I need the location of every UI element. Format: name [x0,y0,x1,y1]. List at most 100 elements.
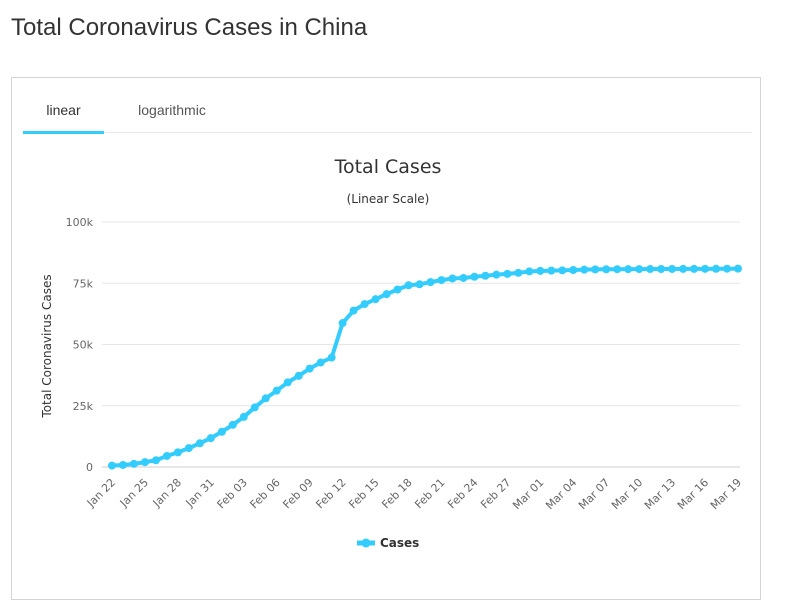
data-point[interactable] [525,267,534,276]
data-point[interactable] [382,290,391,299]
x-tick-label: Mar 10 [609,476,645,512]
data-point[interactable] [536,266,545,275]
y-tick-label: 25k [73,400,94,413]
data-point[interactable] [668,264,677,273]
data-point[interactable] [195,439,204,448]
data-point[interactable] [360,300,369,309]
data-point[interactable] [206,434,215,443]
data-point[interactable] [701,264,710,273]
data-point[interactable] [591,265,600,274]
data-point[interactable] [393,285,402,294]
chart-title: Total Cases [334,156,442,178]
data-point[interactable] [217,427,226,436]
data-point[interactable] [657,265,666,274]
x-tick-label: Feb 15 [346,476,381,511]
data-point[interactable] [712,264,721,273]
y-tick-label: 50k [73,339,94,352]
y-axis-title: Total Coronavirus Cases [40,274,54,418]
x-tick-label: Feb 12 [313,476,348,511]
x-tick-label: Jan 22 [84,476,118,510]
data-point[interactable] [470,272,479,281]
legend-label-cases: Cases [380,536,419,550]
data-point[interactable] [371,295,380,304]
data-point[interactable] [679,264,688,273]
x-tick-label: Mar 07 [576,476,612,512]
tab-linear-label: linear [46,102,81,118]
data-point[interactable] [338,319,347,328]
data-point[interactable] [503,269,512,278]
x-tick-label: Mar 01 [510,476,546,512]
data-point[interactable] [481,271,490,280]
scale-tabs: linear logarithmic [23,78,752,134]
tab-linear[interactable]: linear [23,78,104,134]
data-point[interactable] [492,270,501,279]
chart-subtitle: (Linear Scale) [347,192,430,206]
y-tick-label: 0 [86,461,93,474]
total-cases-chart: Total Cases (Linear Scale) Total Coronav… [40,156,744,550]
x-tick-label: Mar 19 [708,476,744,512]
x-tick-label: Feb 18 [379,476,414,511]
data-point[interactable] [173,448,182,457]
x-tick-label: Feb 24 [445,476,480,511]
data-point[interactable] [723,264,732,273]
data-point[interactable] [294,371,303,380]
data-point[interactable] [283,378,292,387]
x-tick-label: Mar 16 [675,476,711,512]
data-point[interactable] [261,394,270,403]
data-point[interactable] [613,265,622,274]
data-point[interactable] [437,276,446,285]
data-point[interactable] [316,358,325,367]
x-tick-label: Feb 21 [412,476,447,511]
data-point[interactable] [239,412,248,421]
data-point[interactable] [250,403,259,412]
data-point[interactable] [547,266,556,275]
data-point[interactable] [272,386,281,395]
data-point[interactable] [129,459,138,468]
x-tick-label: Jan 25 [117,476,151,510]
data-point[interactable] [151,456,160,465]
series-cases [108,264,742,470]
x-tick-label: Feb 03 [215,476,250,511]
data-point[interactable] [426,278,435,287]
y-axis-ticks: 0 25k 50k 75k 100k [66,216,94,474]
data-point[interactable] [624,265,633,274]
tab-logarithmic-label: logarithmic [138,102,206,118]
data-point[interactable] [305,364,314,373]
x-tick-label: Jan 28 [150,476,184,510]
data-point[interactable] [184,444,193,453]
data-point[interactable] [690,264,699,273]
data-point[interactable] [415,280,424,289]
data-point[interactable] [349,306,358,315]
x-tick-label: Jan 31 [183,476,217,510]
page-title: Total Coronavirus Cases in China [11,14,368,41]
data-point[interactable] [459,273,468,282]
data-point[interactable] [327,353,336,362]
data-point[interactable] [569,265,578,274]
data-point[interactable] [635,265,644,274]
x-tick-label: Feb 27 [478,476,513,511]
tab-active-underline [23,131,104,134]
legend-marker [361,538,371,548]
data-point[interactable] [162,451,171,460]
legend[interactable]: Cases [357,536,419,550]
data-point[interactable] [108,461,116,470]
data-point[interactable] [404,281,413,290]
data-point[interactable] [514,268,523,277]
chart-card: linear logarithmic Total Cases (Linear S… [11,77,761,600]
x-tick-label: Feb 06 [248,476,283,511]
data-point[interactable] [118,460,127,469]
tab-logarithmic[interactable]: logarithmic [123,78,221,132]
y-tick-label: 75k [73,277,94,290]
data-point[interactable] [734,264,742,273]
x-tick-label: Mar 13 [642,476,678,512]
data-point[interactable] [558,266,567,275]
data-point[interactable] [228,420,237,429]
x-tick-label: Feb 09 [280,476,315,511]
data-point[interactable] [448,274,457,283]
y-tick-label: 100k [66,216,94,229]
data-point[interactable] [140,458,149,467]
data-point[interactable] [602,265,611,274]
data-point[interactable] [580,265,589,274]
data-point[interactable] [646,265,655,274]
